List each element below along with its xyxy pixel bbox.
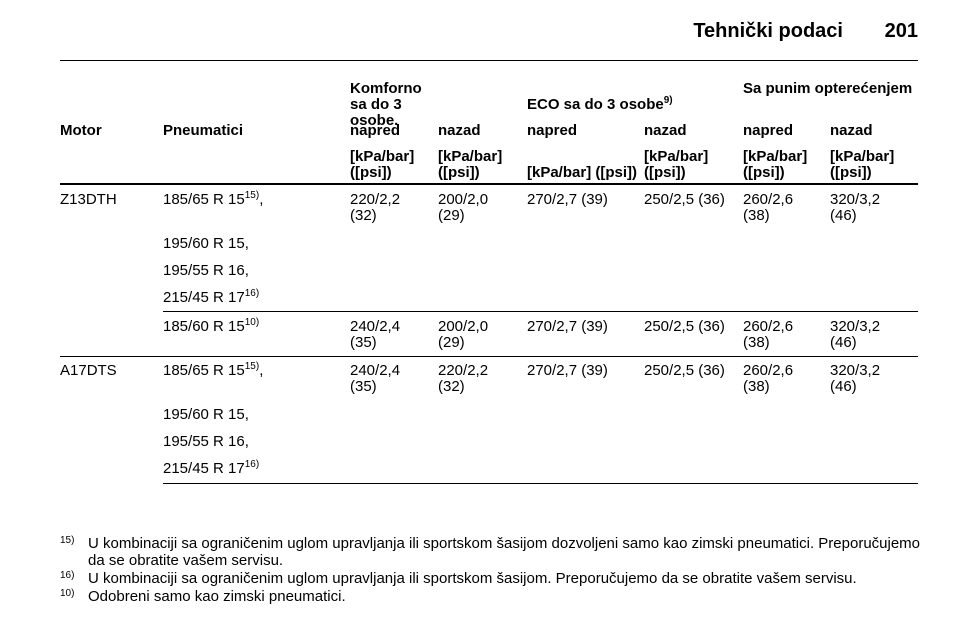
tire-size: 195/55 R 16, xyxy=(163,262,249,279)
group-header-text: Komforno sa do 3 osobe. xyxy=(350,80,422,129)
tire: 195/55 R 16, xyxy=(163,263,249,279)
footnote-mark: 15) xyxy=(60,535,75,546)
footnote: 10) Odobreni samo kao zimski pneumatici. xyxy=(60,588,930,605)
footnotes: 15) U kombinaciji sa ograničenim uglom up… xyxy=(60,535,930,606)
tire: 195/60 R 15, xyxy=(163,236,249,252)
tire: 185/65 R 1515), xyxy=(163,361,264,379)
pressure: 220/2,2 (32) xyxy=(438,362,489,395)
tire-size: 185/60 R 15 xyxy=(163,318,245,335)
tire-size: 195/60 R 15, xyxy=(163,406,249,423)
tire-size: 185/65 R 15 xyxy=(163,191,245,208)
column-header: nazad xyxy=(830,122,873,139)
pressure: 200/2,0 (29) xyxy=(438,191,489,224)
tire: 215/45 R 1716) xyxy=(163,459,260,477)
unit-header: [kPa/bar] ([psi]) xyxy=(527,164,638,181)
tire: 215/45 R 1716) xyxy=(163,288,260,306)
column-header: nazad xyxy=(438,122,481,139)
tire-size: 215/45 R 17 xyxy=(163,460,245,477)
column-header: Pneumatici xyxy=(163,122,244,139)
pressure: 220/2,2 (32) xyxy=(350,191,401,224)
pressure: 260/2,6 (38) xyxy=(743,318,794,351)
footnote-ref: 10) xyxy=(244,317,260,328)
footnote-text: U kombinaciji sa ograničenim uglom uprav… xyxy=(88,570,857,587)
footnote-ref: 16) xyxy=(244,459,260,470)
group-header: ECO sa do 3 osobe9) xyxy=(527,95,727,113)
tire-suffix: , xyxy=(259,191,264,208)
tire: 195/55 R 16, xyxy=(163,434,249,450)
pressure: 270/2,7 (39) xyxy=(527,318,608,335)
footnote: 15) U kombinaciji sa ograničenim uglom up… xyxy=(60,535,930,569)
pressure: 240/2,4 (35) xyxy=(350,318,401,351)
footnote-mark: 10) xyxy=(60,588,75,599)
pressure: 250/2,5 (36) xyxy=(644,362,725,379)
rule xyxy=(163,483,918,484)
footnote-ref: 15) xyxy=(244,361,260,372)
column-header: nazad xyxy=(644,122,687,139)
unit-header: [kPa/bar] ([psi]) xyxy=(830,148,895,181)
pressure: 320/3,2 (46) xyxy=(830,362,881,395)
column-header: Motor xyxy=(60,122,102,139)
tire-size: 215/45 R 17 xyxy=(163,289,245,306)
group-header-text: ECO sa do 3 osobe xyxy=(527,96,664,113)
column-header: napred xyxy=(527,122,578,139)
motor: Z13DTH xyxy=(60,191,117,208)
pressure: 260/2,6 (38) xyxy=(743,362,794,395)
pressure: 240/2,4 (35) xyxy=(350,362,401,395)
pressure: 270/2,7 (39) xyxy=(527,362,608,379)
column-header: napred xyxy=(350,122,401,139)
page-title: Tehnički podaci xyxy=(693,20,843,42)
rule xyxy=(60,356,918,357)
pressure: 250/2,5 (36) xyxy=(644,318,725,335)
pressure: 270/2,7 (39) xyxy=(527,191,608,208)
rule xyxy=(60,60,918,61)
tire: 185/65 R 1515), xyxy=(163,190,264,208)
group-header: Komforno sa do 3 osobe. xyxy=(350,81,430,129)
page-number: 201 xyxy=(884,20,918,42)
rule xyxy=(60,183,918,185)
tire-suffix: , xyxy=(259,362,264,379)
tire-size: 185/65 R 15 xyxy=(163,362,245,379)
pressure: 320/3,2 (46) xyxy=(830,191,881,224)
tire: 185/60 R 1510) xyxy=(163,317,260,335)
unit-header: [kPa/bar] ([psi]) xyxy=(644,148,709,181)
unit-header: [kPa/bar] ([psi]) xyxy=(438,148,503,181)
footnote: 16) U kombinaciji sa ograničenim uglom up… xyxy=(60,570,930,587)
pressure: 260/2,6 (38) xyxy=(743,191,794,224)
rule xyxy=(163,311,918,312)
unit-header: [kPa/bar] ([psi]) xyxy=(743,148,808,181)
tire-size: 195/60 R 15, xyxy=(163,235,249,252)
footnote-ref: 15) xyxy=(244,190,260,201)
footnote-text: Odobreni samo kao zimski pneumatici. xyxy=(88,588,346,605)
group-header: Sa punim opterećenjem xyxy=(743,81,943,97)
footnote-text: U kombinaciji sa ograničenim uglom uprav… xyxy=(88,535,921,569)
column-header: napred xyxy=(743,122,794,139)
unit-header: [kPa/bar] ([psi]) xyxy=(350,148,415,181)
tire-size: 195/55 R 16, xyxy=(163,433,249,450)
pressure: 250/2,5 (36) xyxy=(644,191,725,208)
tire: 195/60 R 15, xyxy=(163,407,249,423)
pressure: 320/3,2 (46) xyxy=(830,318,881,351)
motor: A17DTS xyxy=(60,362,117,379)
footnote-mark: 16) xyxy=(60,570,75,581)
footnote-ref: 16) xyxy=(244,288,260,299)
footnote-ref: 9) xyxy=(663,95,673,106)
group-header-text: Sa punim opterećenjem xyxy=(743,80,913,97)
pressure: 200/2,0 (29) xyxy=(438,318,489,351)
